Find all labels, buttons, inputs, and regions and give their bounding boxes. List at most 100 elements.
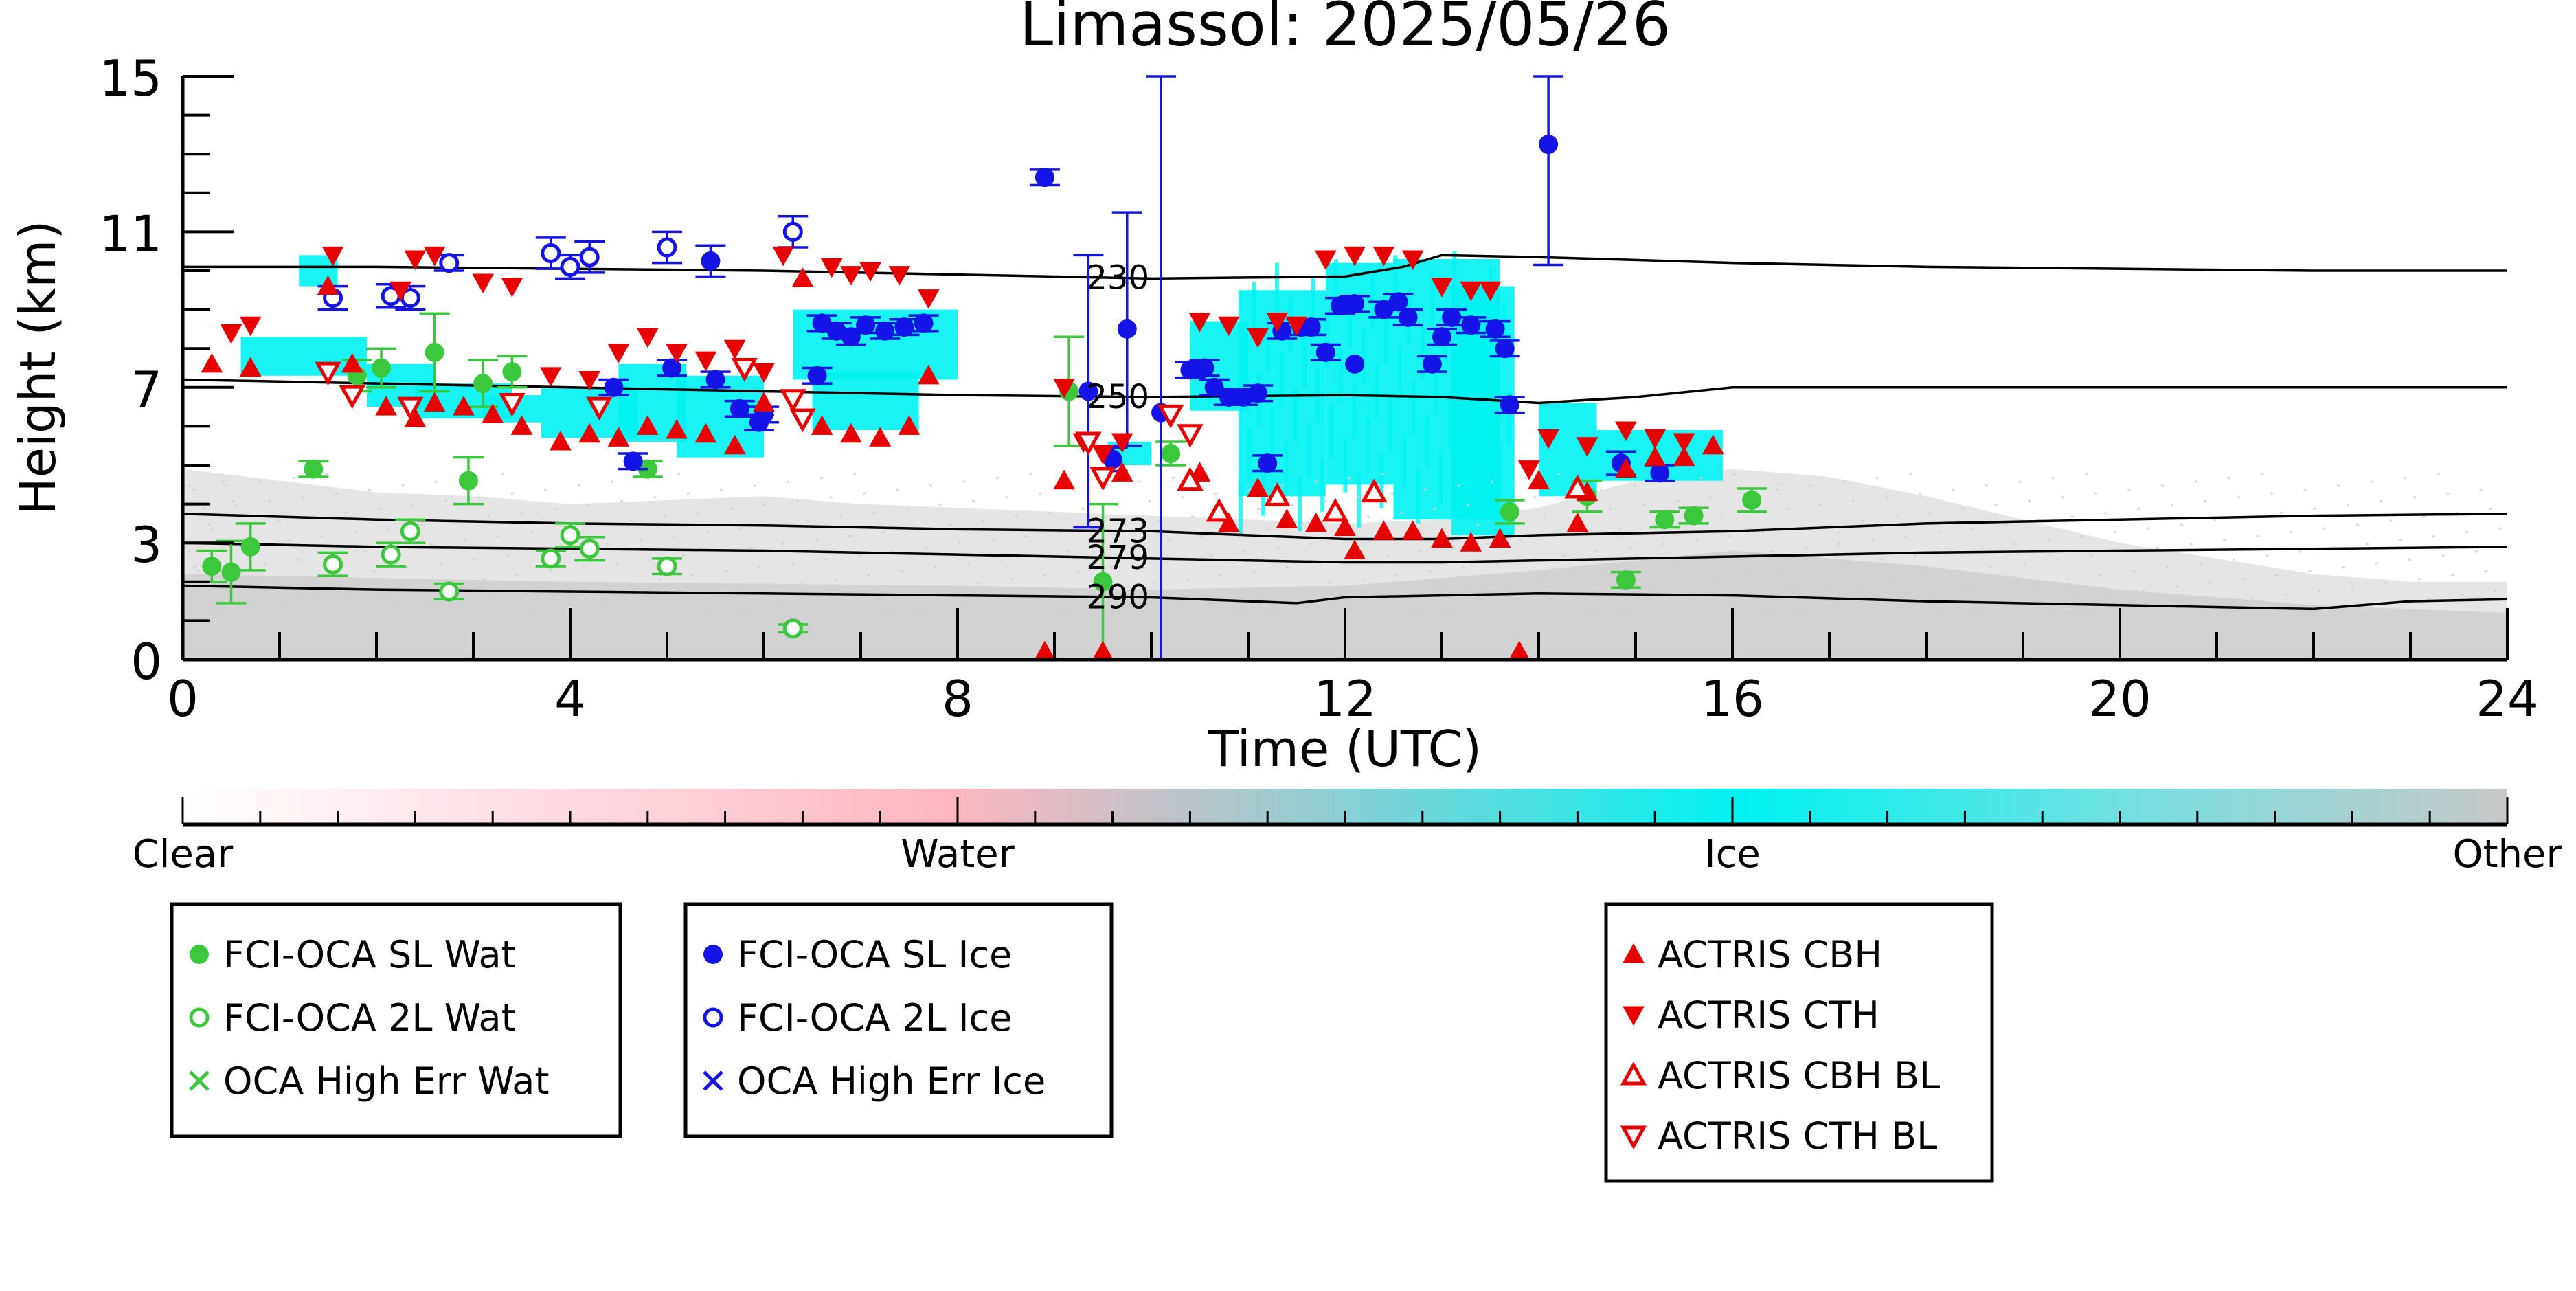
other-speck <box>2103 511 2107 514</box>
other-speck <box>1457 484 1460 487</box>
other-speck <box>1438 590 1441 592</box>
other-speck <box>2090 554 2093 557</box>
other-speck <box>824 558 828 561</box>
other-speck <box>629 519 633 522</box>
other-speck <box>2422 515 2426 518</box>
other-speck <box>677 473 681 475</box>
other-speck <box>1247 488 1251 491</box>
other-speck <box>1781 570 1784 572</box>
legend-label: FCI-OCA SL Ice <box>737 933 1012 976</box>
other-speck <box>1229 593 1232 596</box>
other-speck <box>938 504 942 506</box>
series-actris-cth <box>220 246 1695 480</box>
other-speck <box>1814 566 1817 569</box>
other-speck <box>1133 543 1137 546</box>
other-speck <box>297 558 300 561</box>
legend-label: FCI-OCA SL Wat <box>223 933 516 976</box>
other-speck <box>611 480 614 483</box>
data-point <box>1334 516 1356 537</box>
other-speck <box>258 480 262 483</box>
ice-streak <box>1379 453 1384 508</box>
other-speck <box>1823 585 1827 588</box>
other-speck <box>444 499 447 502</box>
other-speck <box>1452 546 1456 549</box>
data-point <box>1247 328 1269 348</box>
other-speck <box>1214 492 1218 495</box>
data-point <box>1460 532 1482 552</box>
data-point <box>1431 528 1453 548</box>
other-speck <box>1952 488 1955 491</box>
x-axis-label: Time (UTC) <box>1208 720 1482 778</box>
other-speck <box>2375 562 2378 565</box>
other-speck <box>1276 546 1280 549</box>
data-point <box>662 358 682 378</box>
other-speck <box>359 613 362 616</box>
series-actris-cbh <box>201 267 1724 661</box>
other-speck <box>1304 605 1308 607</box>
data-point <box>1644 429 1667 449</box>
data-point <box>1576 437 1598 457</box>
data-point <box>888 266 911 286</box>
other-speck <box>1595 550 1598 553</box>
other-speck <box>2289 531 2292 534</box>
data-point <box>820 258 843 278</box>
other-speck <box>2028 499 2031 502</box>
other-speck <box>1861 519 1864 522</box>
data-point <box>482 403 504 423</box>
other-speck <box>2413 496 2416 499</box>
data-point <box>914 313 934 333</box>
ice-streak <box>1411 379 1416 434</box>
other-speck <box>193 566 196 569</box>
data-point <box>1460 281 1482 302</box>
data-point <box>1247 477 1269 497</box>
data-point <box>898 415 920 435</box>
data-point <box>1078 381 1098 401</box>
data-point <box>1495 339 1515 359</box>
other-speck <box>1324 499 1327 502</box>
data-point <box>1684 506 1704 526</box>
ice-streak <box>1274 262 1279 317</box>
ice-streak <box>1475 465 1480 520</box>
data-point <box>636 415 659 435</box>
other-speck <box>2474 550 2478 553</box>
other-speck <box>1096 609 1099 611</box>
x-tick-label: 4 <box>554 670 586 728</box>
other-speck <box>1353 558 1356 561</box>
other-speck <box>1157 519 1161 522</box>
data-point <box>1742 490 1762 510</box>
other-speck <box>2070 515 2074 518</box>
other-speck <box>1062 613 1065 616</box>
other-speck <box>1838 543 1841 546</box>
data-point <box>731 358 758 382</box>
x-stroke <box>703 1070 723 1091</box>
other-speck <box>1366 515 1370 518</box>
x-stroke <box>189 1070 210 1091</box>
ice-streak <box>1338 348 1343 403</box>
data-point <box>560 525 580 546</box>
data-point <box>1188 313 1211 333</box>
other-speck <box>1923 574 1926 576</box>
ice-streak <box>1375 363 1379 419</box>
other-speck <box>1086 590 1089 592</box>
ice-streak <box>1438 449 1443 504</box>
legend-box <box>170 902 622 1138</box>
other-speck <box>1747 574 1750 576</box>
other-speck <box>734 590 738 592</box>
other-speck <box>1390 492 1394 495</box>
other-speck <box>2370 480 2373 483</box>
other-speck <box>1533 496 1537 499</box>
other-speck <box>2056 558 2059 561</box>
other-speck <box>1732 473 1736 475</box>
other-speck <box>967 562 971 565</box>
other-speck <box>1847 562 1851 565</box>
other-speck <box>1756 593 1760 596</box>
other-speck <box>791 562 795 565</box>
other-speck <box>2165 566 2169 569</box>
data-point <box>560 256 580 277</box>
other-speck <box>991 539 994 541</box>
data-point <box>1673 433 1695 453</box>
other-speck <box>287 539 291 541</box>
other-speck <box>1628 546 1631 549</box>
ice-streak <box>1416 469 1421 524</box>
data-point <box>472 273 494 294</box>
